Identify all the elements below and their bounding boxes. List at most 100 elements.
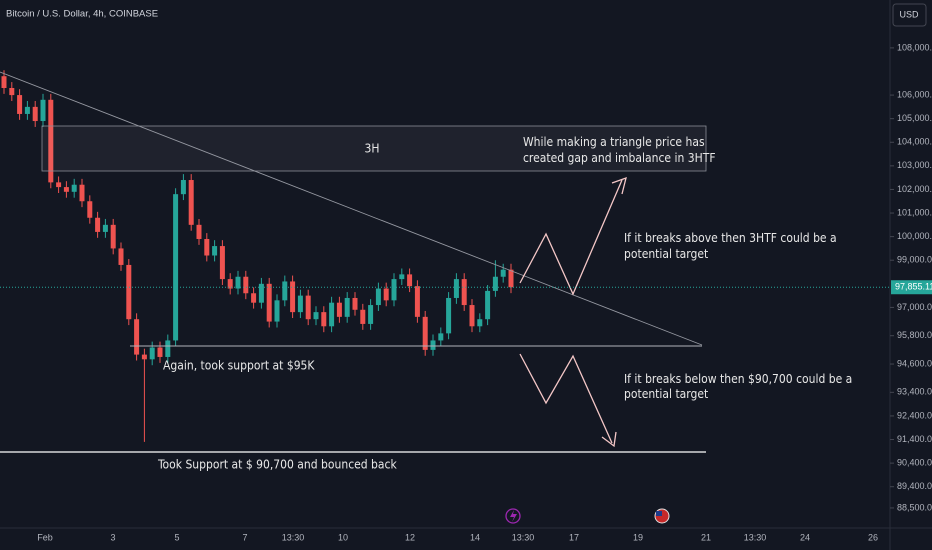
last-price-tag <box>891 280 932 295</box>
candle-body <box>453 279 459 298</box>
x-tick-label: Feb <box>37 532 53 542</box>
candle-body <box>407 274 413 287</box>
note-line: If it breaks below then $90,700 could be… <box>624 372 852 386</box>
candle-body <box>79 184 85 202</box>
candle-body <box>391 279 397 301</box>
candle-body <box>492 276 498 291</box>
y-tick-label: 106,000.00 <box>897 89 932 99</box>
x-tick-label: 12 <box>405 532 415 542</box>
event-icon[interactable] <box>505 508 521 524</box>
x-tick-label: 13:30 <box>282 532 305 542</box>
candle-body <box>227 279 233 289</box>
gap-zone <box>41 125 707 172</box>
y-tick-label: 91,400.00 <box>897 434 932 444</box>
candle-body <box>180 180 186 195</box>
candle-body <box>32 106 38 122</box>
candle-body <box>477 319 483 327</box>
candle-body <box>9 88 15 96</box>
y-tick-label: 105,000.00 <box>897 113 932 123</box>
candle-body <box>102 224 108 232</box>
note-line: If it breaks above then 3HTF could be a <box>624 231 837 245</box>
candle-body <box>282 281 288 301</box>
candle-body <box>243 276 249 294</box>
candle-body <box>321 312 327 327</box>
candle-body <box>485 290 491 320</box>
support-90k-note: Took Support at $ 90,700 and bounced bac… <box>157 458 397 472</box>
y-tick-label: 94,600.00 <box>897 358 932 368</box>
y-tick-label: 95,800.00 <box>897 330 932 340</box>
candle-body <box>204 238 210 256</box>
x-tick-label: 3 <box>110 532 115 542</box>
candle-body <box>297 295 303 313</box>
candle-body <box>414 286 420 317</box>
candle-body <box>422 316 428 350</box>
y-tick-label: 100,000.00 <box>897 231 932 241</box>
arrow-head-up <box>611 176 627 195</box>
candle-body <box>141 354 147 360</box>
x-tick-label: 5 <box>174 532 179 542</box>
candle-body <box>212 246 218 256</box>
zigzag-down <box>519 353 613 444</box>
x-tick-label: 10 <box>338 532 348 542</box>
y-tick-label: 99,000.00 <box>897 255 932 265</box>
candle-body <box>40 99 46 122</box>
x-tick-label: 13:30 <box>744 532 767 542</box>
y-tick-label: 101,000.00 <box>897 207 932 217</box>
candle-body <box>500 269 506 277</box>
candle-body <box>329 302 335 327</box>
below-note: If it breaks below then $90,700 could be… <box>624 372 852 401</box>
candle-body <box>95 217 101 232</box>
last-price-label: 97,855.11 <box>895 282 932 292</box>
candle-body <box>87 201 93 218</box>
candle-body <box>313 312 319 320</box>
y-tick-label: 108,000.00 <box>897 42 932 52</box>
currency-button[interactable] <box>892 3 927 27</box>
y-tick-label: 93,400.00 <box>897 387 932 397</box>
candle-body <box>438 333 444 341</box>
candle-body <box>258 283 264 303</box>
x-tick-label: 7 <box>242 532 247 542</box>
x-tick-label: 26 <box>868 532 878 542</box>
y-tick-label: 90,400.00 <box>897 457 932 467</box>
candle-body <box>251 293 257 303</box>
gap-note: While making a triangle price has created… <box>523 135 716 165</box>
candle-body <box>399 274 405 280</box>
candle-body <box>219 246 225 280</box>
candles <box>1 70 514 442</box>
candle-body <box>173 194 179 341</box>
candle-body <box>196 224 202 239</box>
flag-canton <box>656 511 662 516</box>
y-tick-label: 97,000.00 <box>897 302 932 312</box>
y-tick-label: 103,000.00 <box>897 160 932 170</box>
note-line: potential target <box>624 387 708 401</box>
candle-body <box>17 95 23 114</box>
arrow-head-down <box>601 431 617 448</box>
x-tick-label: 24 <box>800 532 810 542</box>
candle-body <box>110 224 116 249</box>
candle-body <box>1 76 7 88</box>
candle-body <box>24 106 30 114</box>
candle-body <box>469 305 475 327</box>
y-tick-label: 88,500.00 <box>897 502 932 512</box>
event-bolt <box>510 510 517 522</box>
above-note: If it breaks above then 3HTF could be a p… <box>624 231 837 261</box>
candle-body <box>305 295 311 320</box>
zone-label: 3H <box>365 142 380 156</box>
y-tick-label: 89,400.00 <box>897 481 932 491</box>
note-line: potential target <box>624 247 708 261</box>
y-tick-label: 92,400.00 <box>897 410 932 420</box>
candle-body <box>375 288 381 306</box>
trend-line <box>0 71 703 346</box>
candle-body <box>368 305 374 324</box>
candle-body <box>430 340 436 350</box>
x-tick-label: 17 <box>569 532 579 542</box>
candle-body <box>344 297 350 317</box>
y-tick-label: 102,000.00 <box>897 184 932 194</box>
y-tick-label: 104,000.00 <box>897 137 932 147</box>
currency[interactable]: USD <box>899 9 919 19</box>
support-95k-note: Again, took support at $95K <box>163 359 315 373</box>
candle-body <box>508 269 514 288</box>
x-tick-label: 19 <box>633 532 643 542</box>
